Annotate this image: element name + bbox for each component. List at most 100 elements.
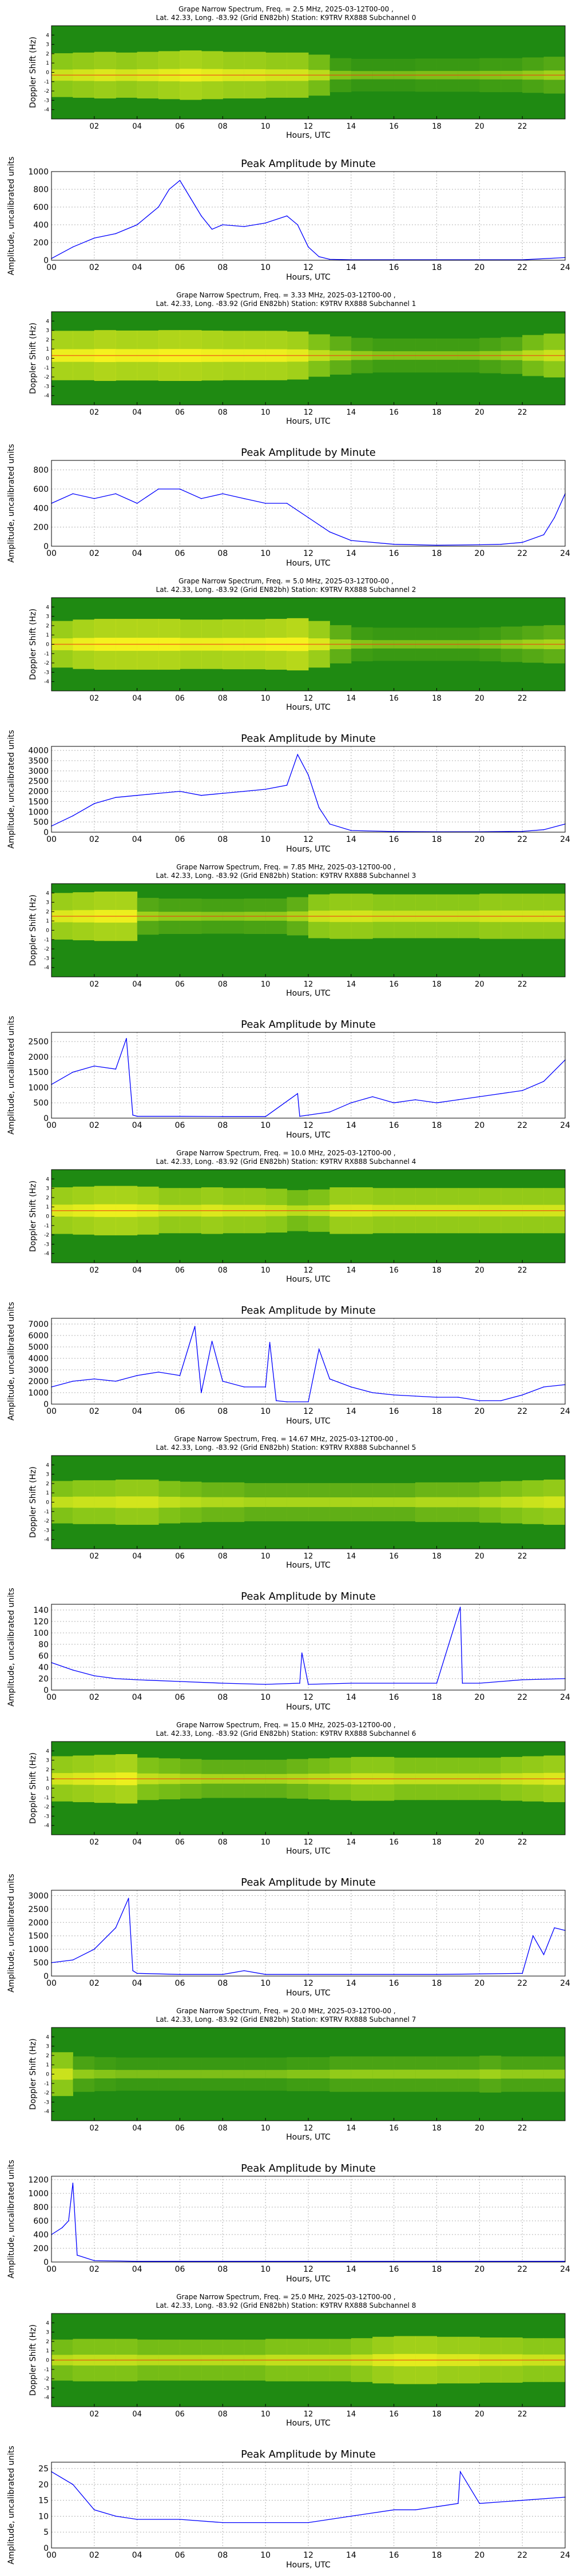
y-tick-label: 0: [46, 70, 49, 76]
amplitude-point: [415, 2509, 416, 2511]
y-tick-label: 3000: [28, 1366, 49, 1375]
x-axis-label: Hours, UTC: [286, 1847, 331, 1856]
amplitude-point: [265, 1684, 266, 1685]
amplitude-point: [128, 1898, 129, 1899]
spectrogram-core: [158, 2070, 180, 2078]
y-tick-label: 2: [46, 1195, 49, 1201]
amplitude-point: [136, 1375, 138, 1376]
amplitude-point: [265, 1974, 266, 1975]
amplitude-point: [500, 543, 502, 545]
spectrogram-core: [180, 1497, 202, 1508]
amplitude-point: [222, 224, 224, 225]
spectrogram-panel: Grape Narrow Spectrum, Freq. = 5.0 MHz, …: [29, 577, 566, 712]
x-tick-label: 04: [132, 1838, 142, 1847]
x-tick-label: 22: [517, 2265, 527, 2274]
amplitude-point: [72, 2484, 74, 2485]
x-tick-label: 08: [218, 1838, 228, 1847]
y-axis-label: Doppler Shift (Hz): [29, 2324, 38, 2396]
amplitude-point: [115, 2515, 117, 2517]
x-tick-label: 02: [90, 694, 100, 703]
x-tick-label: 08: [217, 263, 228, 272]
y-axis-label: Amplitude, uncalibrated units: [7, 730, 16, 849]
x-tick-label: 08: [217, 1979, 228, 1988]
y-tick-label: 1: [46, 61, 49, 66]
y-tick-label: 80: [38, 1640, 49, 1649]
spectrogram-subtitle: Lat. 42.33, Long. -83.92 (Grid EN82bh) S…: [156, 2016, 416, 2024]
amplitude-point: [126, 1037, 127, 1039]
amplitude-point: [308, 774, 309, 776]
x-tick-label: 18: [432, 2410, 442, 2419]
spectrogram-subtitle: Lat. 42.33, Long. -83.92 (Grid EN82bh) S…: [156, 14, 416, 22]
amplitude-point: [479, 2503, 480, 2505]
x-tick-label: 06: [175, 835, 185, 844]
y-tick-label: 1000: [28, 1083, 49, 1092]
amplitude-point: [243, 498, 245, 499]
x-tick-label: 00: [46, 2265, 57, 2274]
x-tick-label: 18: [432, 122, 442, 131]
chart-title: Peak Amplitude by Minute: [241, 733, 376, 745]
amplitude-point: [393, 1394, 395, 1396]
x-tick-label: 14: [346, 1121, 356, 1130]
amplitude-point: [265, 1386, 266, 1388]
y-tick-label: 1: [46, 347, 49, 352]
amplitude-point: [72, 2183, 74, 2184]
amplitude-point: [308, 517, 309, 518]
x-tick-label: 10: [260, 2265, 271, 2274]
amplitude-point: [372, 1392, 374, 1393]
x-tick-label: 12: [303, 263, 313, 272]
x-tick-label: 20: [474, 549, 484, 558]
spectrogram-panel: Grape Narrow Spectrum, Freq. = 14.67 MHz…: [29, 1435, 566, 1570]
y-tick-label: 600: [33, 2217, 49, 2226]
x-tick-label: 24: [560, 1979, 570, 1988]
x-tick-label: 08: [217, 1693, 228, 1702]
y-tick-label: 2: [46, 909, 49, 915]
x-tick-label: 08: [218, 694, 228, 703]
spectrogram-core: [522, 2069, 545, 2079]
spectrogram-panel: Grape Narrow Spectrum, Freq. = 20.0 MHz,…: [29, 2007, 566, 2142]
x-tick-label: 14: [346, 2265, 356, 2274]
amplitude-point: [462, 1683, 463, 1684]
y-tick-label: 0: [43, 1400, 49, 1409]
x-tick-label: 22: [517, 263, 527, 272]
x-tick-label: 20: [475, 1552, 484, 1561]
x-tick-label: 00: [46, 549, 57, 558]
spectrogram-title: Grape Narrow Spectrum, Freq. = 10.0 MHz,…: [176, 1149, 395, 1157]
spectrogram-core: [73, 1496, 95, 1508]
x-tick-label: 20: [474, 2551, 484, 2560]
y-tick-label: -1: [44, 1223, 49, 1229]
x-tick-label: 20: [475, 408, 484, 417]
y-tick-label: 3: [46, 614, 49, 620]
y-tick-label: -1: [44, 937, 49, 943]
y-tick-label: -1: [44, 79, 49, 85]
amplitude-point: [72, 1669, 74, 1671]
y-tick-label: 3: [46, 42, 49, 48]
x-tick-label: 14: [346, 263, 356, 272]
amplitude-point: [522, 830, 523, 832]
amplitude-point: [158, 206, 159, 208]
spectrogram-core: [94, 1496, 116, 1508]
chart-title: Peak Amplitude by Minute: [241, 1305, 376, 1317]
x-tick-label: 24: [560, 2551, 570, 2560]
spectrogram-core: [201, 2070, 223, 2078]
y-tick-label: 400: [33, 2231, 49, 2240]
spectrogram-title: Grape Narrow Spectrum, Freq. = 5.0 MHz, …: [178, 577, 394, 585]
x-axis-label: Hours, UTC: [286, 703, 331, 712]
amplitude-point: [190, 197, 192, 199]
x-tick-label: 18: [432, 408, 442, 417]
amplitude-chart: Peak Amplitude by Minute 00 02 04 06 08 10 12 14…: [7, 2446, 570, 2570]
x-tick-label: 08: [217, 2551, 228, 2560]
y-axis-label: Doppler Shift (Hz): [29, 2038, 38, 2110]
x-tick-label: 20: [475, 122, 484, 131]
amplitude-point: [72, 1381, 74, 1382]
x-tick-label: 14: [347, 1552, 356, 1561]
amplitude-point: [168, 189, 170, 190]
x-tick-label: 08: [218, 2124, 228, 2133]
y-tick-label: -2: [44, 1804, 49, 1810]
amplitude-point: [436, 1974, 438, 1975]
y-tick-label: -2: [44, 1233, 49, 1238]
x-tick-label: 18: [432, 2265, 442, 2274]
x-tick-label: 16: [389, 1266, 399, 1275]
amplitude-point: [351, 830, 352, 831]
y-axis-label: Doppler Shift (Hz): [29, 895, 38, 966]
y-tick-label: 2: [46, 623, 49, 629]
